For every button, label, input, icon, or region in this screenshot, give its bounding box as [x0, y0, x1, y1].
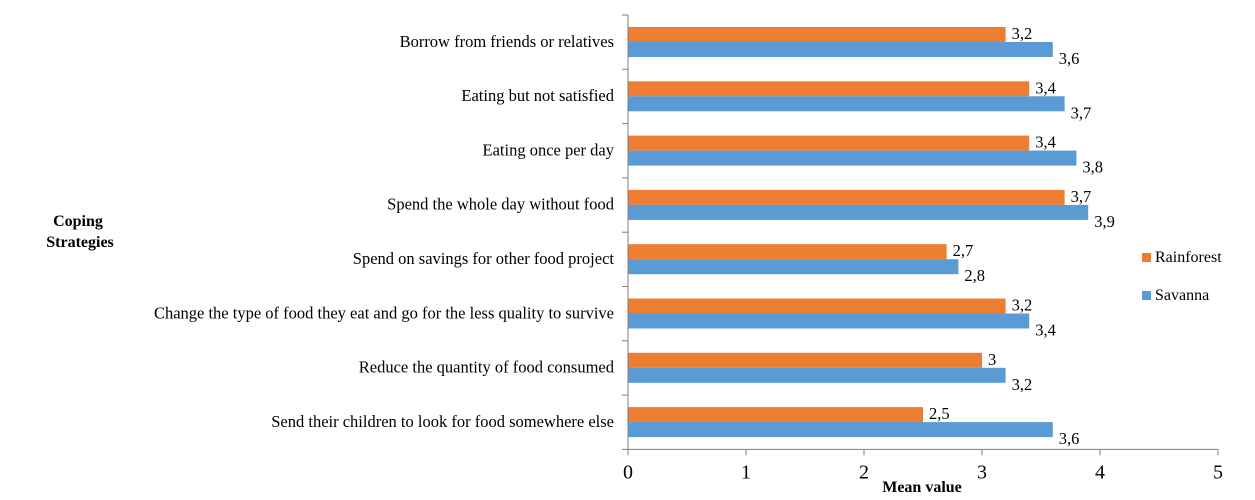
x-tick-label: 5: [1213, 461, 1223, 483]
data-label-rainforest: 3,4: [1035, 133, 1056, 152]
category-label: Spend on savings for other food project: [353, 249, 615, 268]
bar-rainforest: [628, 135, 1030, 151]
bar-savanna: [628, 150, 1077, 166]
bar-rainforest: [628, 298, 1006, 314]
bar-savanna: [628, 367, 1006, 383]
category-label: Send their children to look for food som…: [271, 412, 614, 431]
bar-rainforest: [628, 189, 1065, 205]
x-tick-label: 1: [741, 461, 751, 483]
category-label: Eating but not satisfied: [461, 86, 614, 105]
data-label-savanna: 3,6: [1059, 49, 1080, 68]
category-label: Borrow from friends or relatives: [400, 32, 614, 51]
x-tick-label: 4: [1095, 461, 1105, 483]
category-label: Change the type of food they eat and go …: [154, 303, 614, 322]
data-label-savanna: 3,8: [1082, 158, 1103, 177]
data-label-rainforest: 2,5: [929, 404, 950, 423]
legend-swatch: [1142, 291, 1151, 300]
data-label-savanna: 3,6: [1059, 429, 1080, 448]
data-label-savanna: 3,2: [1012, 375, 1033, 394]
bar-rainforest: [628, 27, 1006, 42]
data-label-rainforest: 3,2: [1012, 24, 1033, 43]
data-label-savanna: 3,9: [1094, 212, 1115, 231]
bar-savanna: [628, 259, 959, 275]
data-label-rainforest: 2,7: [953, 241, 974, 260]
data-label-savanna: 2,8: [964, 266, 985, 285]
x-tick-label: 2: [859, 461, 869, 483]
data-label-rainforest: 3: [988, 350, 996, 369]
bar-rainforest: [628, 244, 947, 260]
data-label-rainforest: 3,4: [1035, 78, 1056, 97]
bar-savanna: [628, 313, 1030, 329]
category-label: Spend the whole day without food: [387, 195, 615, 214]
data-label-savanna: 3,7: [1071, 103, 1092, 122]
bar-savanna: [628, 204, 1089, 220]
bar-savanna: [628, 422, 1053, 438]
bar-savanna: [628, 42, 1053, 57]
legend: Rainforest Savanna: [1142, 249, 1222, 304]
bar-rainforest: [628, 81, 1030, 97]
y-axis-title: Coping Strategies: [46, 213, 114, 251]
x-tick-label: 3: [977, 461, 987, 483]
category-label: Reduce the quantity of food consumed: [359, 358, 615, 377]
data-label-rainforest: 3,2: [1012, 296, 1033, 315]
bar-rainforest: [628, 352, 982, 368]
bar-rainforest: [628, 407, 923, 423]
data-label-rainforest: 3,7: [1071, 187, 1092, 206]
legend-label: Savanna: [1155, 287, 1209, 304]
legend-label: Rainforest: [1155, 249, 1222, 266]
legend-swatch: [1142, 253, 1151, 262]
x-tick-label: 0: [623, 461, 633, 483]
bar-savanna: [628, 96, 1065, 112]
x-axis-title: Mean value: [882, 479, 962, 496]
data-label-savanna: 3,4: [1035, 321, 1056, 340]
category-label: Eating once per day: [483, 140, 615, 159]
